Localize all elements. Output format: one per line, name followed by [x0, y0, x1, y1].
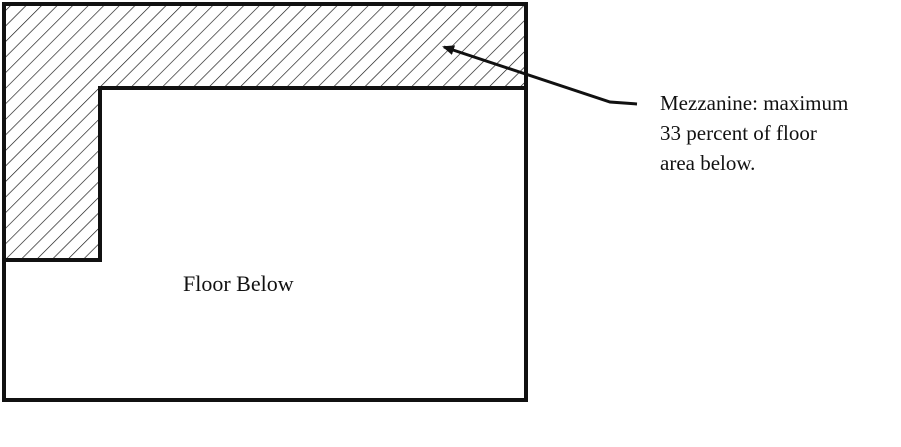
callout-line-1: Mezzanine: maximum — [660, 91, 849, 115]
callout-line-2: 33 percent of floor — [660, 121, 817, 145]
callout-leader-arrow — [442, 45, 638, 106]
mezzanine-callout: Mezzanine: maximum 33 percent of floor a… — [660, 88, 848, 178]
floor-below-label: Floor Below — [183, 271, 294, 296]
callout-line-3: area below. — [660, 151, 756, 175]
mezzanine-area — [2, 2, 528, 262]
